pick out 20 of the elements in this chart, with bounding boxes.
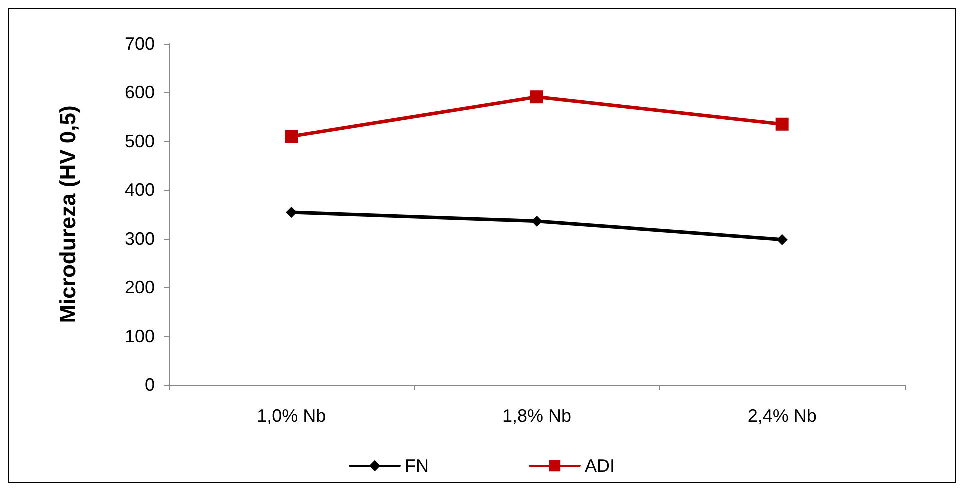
point [776, 118, 789, 131]
y-tick-label: 400 [124, 180, 155, 200]
y-tick-label: 600 [124, 82, 155, 103]
point [532, 216, 542, 227]
y-tick-label: 500 [124, 131, 155, 152]
point [285, 130, 298, 144]
y-tick-label: 0 [144, 375, 155, 395]
point [530, 90, 544, 104]
x-tick-label: 2,4% Nb [748, 406, 817, 426]
legend-label: ADI [584, 456, 616, 476]
y-tick-label: 300 [124, 228, 155, 249]
x-tick-label: 1,8% Nb [502, 406, 572, 426]
point [286, 207, 298, 218]
y-tick-label: 200 [124, 278, 155, 298]
y-tick-label: 100 [124, 326, 155, 346]
y-tick-label: 700 [124, 34, 155, 54]
point [776, 234, 788, 246]
legend-label: FN [405, 456, 429, 476]
y-axis-title: Microdureza (HV 0,5) [56, 106, 80, 324]
x-tick-label: 1,0% Nb [257, 406, 326, 426]
